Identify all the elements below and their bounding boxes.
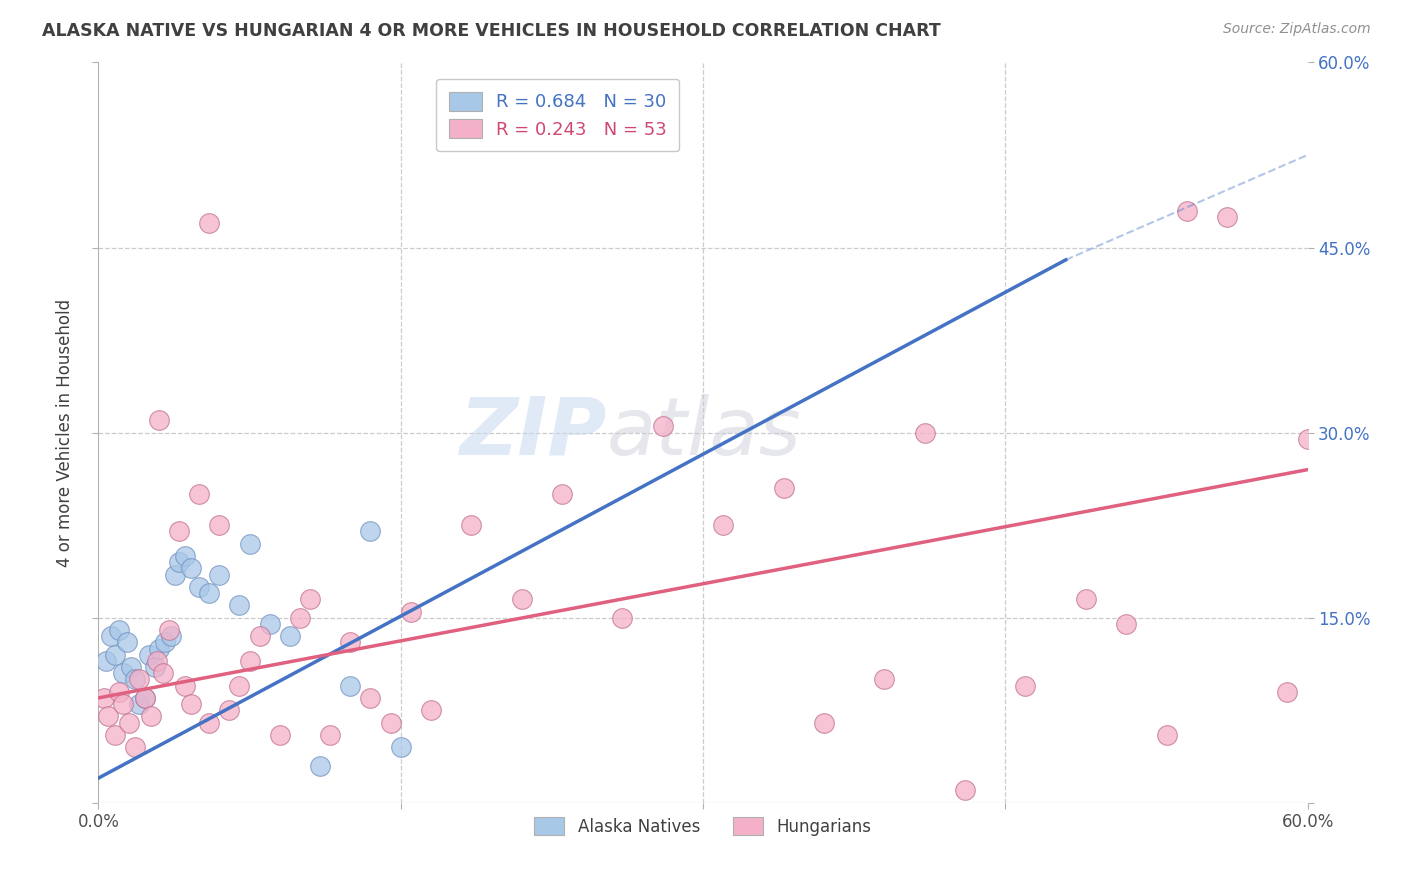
Point	[269, 728, 291, 742]
Point	[180, 561, 202, 575]
Point	[146, 654, 169, 668]
Point	[128, 673, 150, 687]
Point	[1115, 616, 1137, 631]
Point	[124, 673, 146, 687]
Point	[120, 660, 142, 674]
Point	[1296, 432, 1319, 446]
Point	[1175, 203, 1198, 218]
Point	[111, 697, 134, 711]
Point	[93, 690, 115, 705]
Point	[124, 740, 146, 755]
Point	[551, 487, 574, 501]
Point	[420, 703, 443, 717]
Point	[711, 518, 734, 533]
Point	[399, 605, 422, 619]
Point	[1156, 728, 1178, 742]
Point	[115, 635, 138, 649]
Point	[339, 635, 361, 649]
Point	[188, 487, 211, 501]
Point	[167, 555, 190, 569]
Point	[813, 715, 835, 730]
Point	[873, 673, 896, 687]
Point	[163, 567, 186, 582]
Point	[360, 690, 382, 705]
Point	[1277, 685, 1299, 699]
Point	[111, 666, 134, 681]
Point	[249, 629, 271, 643]
Point	[188, 580, 211, 594]
Point	[153, 635, 176, 649]
Point	[143, 660, 166, 674]
Point	[510, 592, 533, 607]
Point	[103, 648, 125, 662]
Point	[134, 690, 156, 705]
Point	[198, 715, 221, 730]
Point	[167, 524, 190, 539]
Point	[148, 413, 170, 427]
Point	[278, 629, 301, 643]
Point	[239, 536, 262, 550]
Point	[208, 567, 231, 582]
Point	[953, 783, 976, 797]
Point	[138, 648, 160, 662]
Text: Source: ZipAtlas.com: Source: ZipAtlas.com	[1223, 22, 1371, 37]
Point	[174, 549, 197, 563]
Point	[389, 740, 412, 755]
Point	[299, 592, 322, 607]
Point	[218, 703, 240, 717]
Point	[157, 623, 180, 637]
Point	[380, 715, 402, 730]
Y-axis label: 4 or more Vehicles in Household: 4 or more Vehicles in Household	[56, 299, 75, 566]
Point	[128, 697, 150, 711]
Point	[134, 690, 156, 705]
Point	[612, 610, 634, 624]
Point	[107, 623, 129, 637]
Point	[339, 679, 361, 693]
Point	[319, 728, 342, 742]
Point	[107, 685, 129, 699]
Point	[914, 425, 936, 440]
Point	[152, 666, 174, 681]
Point	[1014, 679, 1036, 693]
Point	[259, 616, 281, 631]
Point	[97, 709, 120, 723]
Point	[148, 641, 170, 656]
Text: atlas: atlas	[606, 393, 801, 472]
Point	[239, 654, 262, 668]
Point	[208, 518, 231, 533]
Point	[96, 654, 118, 668]
Point	[180, 697, 202, 711]
Point	[1074, 592, 1097, 607]
Point	[198, 586, 221, 600]
Point	[1216, 210, 1239, 224]
Point	[228, 679, 250, 693]
Point	[460, 518, 482, 533]
Legend: Alaska Natives, Hungarians: Alaska Natives, Hungarians	[527, 811, 879, 843]
Point	[139, 709, 162, 723]
Text: ZIP: ZIP	[458, 393, 606, 472]
Point	[309, 758, 332, 772]
Text: ALASKA NATIVE VS HUNGARIAN 4 OR MORE VEHICLES IN HOUSEHOLD CORRELATION CHART: ALASKA NATIVE VS HUNGARIAN 4 OR MORE VEH…	[42, 22, 941, 40]
Point	[651, 419, 673, 434]
Point	[103, 728, 125, 742]
Point	[118, 715, 141, 730]
Point	[228, 599, 250, 613]
Point	[160, 629, 183, 643]
Point	[174, 679, 197, 693]
Point	[288, 610, 311, 624]
Point	[772, 481, 794, 495]
Point	[198, 216, 221, 230]
Point	[360, 524, 382, 539]
Point	[100, 629, 122, 643]
